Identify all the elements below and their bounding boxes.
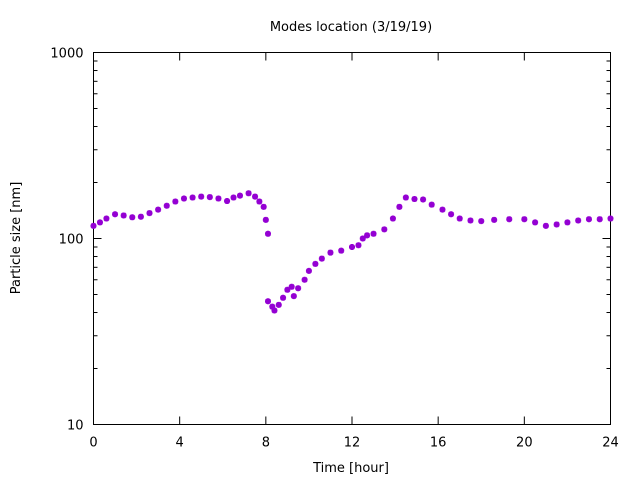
x-tick-label: 8	[262, 436, 270, 451]
data-point	[288, 283, 295, 290]
data-point	[280, 294, 287, 301]
data-point	[224, 198, 231, 205]
data-point	[264, 298, 271, 305]
data-point	[256, 198, 263, 205]
data-point	[129, 214, 136, 221]
data-point	[155, 206, 162, 213]
data-point	[478, 218, 485, 225]
data-point	[163, 202, 170, 209]
data-point	[402, 194, 409, 201]
data-point	[90, 222, 97, 229]
x-axis: 0 4 8 12 16 20 24	[89, 52, 619, 451]
data-point	[553, 221, 560, 228]
data-point	[491, 216, 498, 223]
data-point	[269, 303, 276, 310]
data-point	[112, 211, 119, 218]
x-tick-label: 0	[89, 436, 97, 451]
data-point	[396, 203, 403, 210]
data-point	[215, 195, 222, 202]
data-point	[262, 216, 269, 223]
data-point	[359, 235, 366, 242]
y-tick-label: 10	[67, 419, 84, 434]
data-point	[180, 195, 187, 202]
data-point	[585, 216, 592, 223]
chart-title: Modes location (3/19/19)	[270, 20, 432, 35]
data-point	[198, 193, 205, 200]
data-point	[290, 293, 297, 300]
x-tick-label: 16	[430, 436, 447, 451]
data-point	[260, 203, 267, 210]
data-point	[305, 267, 312, 274]
data-point	[172, 198, 179, 205]
x-tick-label: 12	[344, 436, 361, 451]
data-point	[420, 196, 427, 203]
data-point	[389, 215, 396, 222]
data-point	[381, 226, 388, 233]
data-point	[575, 217, 582, 224]
data-point	[295, 285, 302, 292]
data-point	[327, 249, 334, 256]
data-point	[236, 192, 243, 199]
data-point	[137, 213, 144, 220]
y-axis-label: Particle size [nm]	[9, 182, 24, 295]
data-point	[532, 219, 539, 226]
data-point	[411, 196, 418, 203]
y-tick-label: 100	[59, 233, 84, 248]
data-point	[338, 247, 345, 254]
data-point	[542, 222, 549, 229]
data-point	[96, 219, 103, 226]
data-point	[596, 216, 603, 223]
data-point	[506, 216, 513, 223]
data-point	[264, 230, 271, 237]
data-point	[275, 301, 282, 308]
data-point	[564, 219, 571, 226]
data-point	[103, 215, 110, 222]
data-point	[120, 212, 127, 219]
data-point	[448, 211, 455, 218]
data-point	[521, 216, 528, 223]
data-point	[456, 215, 463, 222]
data-point	[284, 286, 291, 293]
data-point	[428, 201, 435, 208]
data-point	[439, 206, 446, 213]
data-point	[349, 244, 355, 251]
data-point	[230, 194, 237, 201]
y-axis: 10 100 1000	[50, 47, 611, 434]
x-tick-label: 4	[176, 436, 184, 451]
data-point	[252, 193, 259, 200]
data-point	[146, 210, 153, 217]
data-point	[245, 190, 252, 197]
data-point	[370, 230, 377, 237]
data-series	[90, 190, 614, 314]
x-axis-label: Time [hour]	[312, 461, 389, 476]
x-tick-label: 24	[602, 436, 619, 451]
data-point	[271, 307, 278, 314]
data-point	[206, 194, 213, 201]
data-point	[312, 260, 319, 267]
y-tick-label: 1000	[50, 47, 83, 62]
data-point	[467, 217, 474, 224]
data-point	[607, 215, 614, 222]
data-point	[318, 255, 325, 262]
data-point	[189, 194, 196, 201]
data-point	[364, 232, 371, 239]
x-tick-label: 20	[516, 436, 533, 451]
data-point	[301, 276, 308, 283]
plot-frame	[93, 52, 611, 425]
data-point	[355, 242, 362, 249]
